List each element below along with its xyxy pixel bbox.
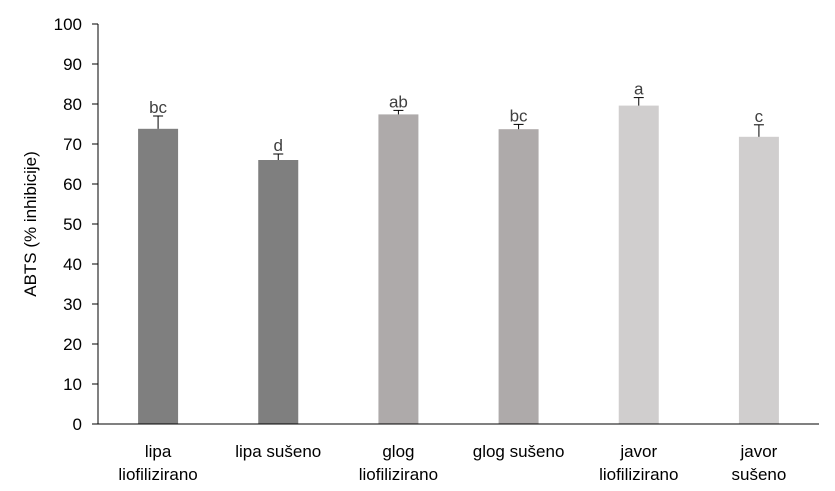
x-tick-label-line: liofilizirano [359,465,438,484]
y-tick-label: 70 [63,135,82,154]
bar [378,114,419,425]
y-tick-label: 80 [63,95,82,114]
y-axis: 0 10 20 30 40 50 60 70 80 90 100 [54,15,99,434]
significance-label: bc [149,98,167,117]
y-tick-label: 30 [63,295,82,314]
bars: bc d ab bc a c [138,80,779,425]
y-tick-label: 100 [54,15,82,34]
x-tick-label-line: liofilizirano [599,465,678,484]
significance-label: c [755,107,764,126]
x-tick-label: lipa sušeno [235,442,321,461]
x-tick-label-line: liofilizirano [118,465,197,484]
bar [738,136,779,425]
y-tick-label: 0 [73,415,82,434]
x-tick-label-line: javor [739,442,777,461]
y-tick-label: 40 [63,255,82,274]
significance-label: bc [510,106,528,125]
bar [258,160,299,424]
x-tick-label: javor liofilizirano [599,442,678,484]
significance-label: a [634,80,644,99]
x-tick-label-line: javor [619,442,657,461]
x-tick-label-line: glog sušeno [473,442,565,461]
bar [138,128,179,425]
x-tick-label: javor sušeno [732,442,787,484]
significance-label: d [274,136,283,155]
x-tick-label: glog sušeno [473,442,565,461]
x-tick-label-line: lipa [145,442,172,461]
x-tick-label: glog liofilizirano [359,442,438,484]
x-tick-label-line: sušeno [732,465,787,484]
x-tick-label-line: lipa sušeno [235,442,321,461]
y-tick-label: 60 [63,175,82,194]
y-tick-label: 90 [63,55,82,74]
x-axis: lipa liofilizirano lipa sušeno glog liofiliz… [98,423,819,484]
y-tick-label: 50 [63,215,82,234]
y-tick-label: 20 [63,335,82,354]
significance-label: ab [389,92,408,111]
y-tick-label: 10 [63,375,82,394]
x-tick-label: lipa liofilizirano [118,442,197,484]
y-axis-label: ABTS (% inhibicije) [21,151,40,297]
x-tick-label-line: glog [382,442,414,461]
bar [498,129,539,424]
bar [618,105,659,424]
